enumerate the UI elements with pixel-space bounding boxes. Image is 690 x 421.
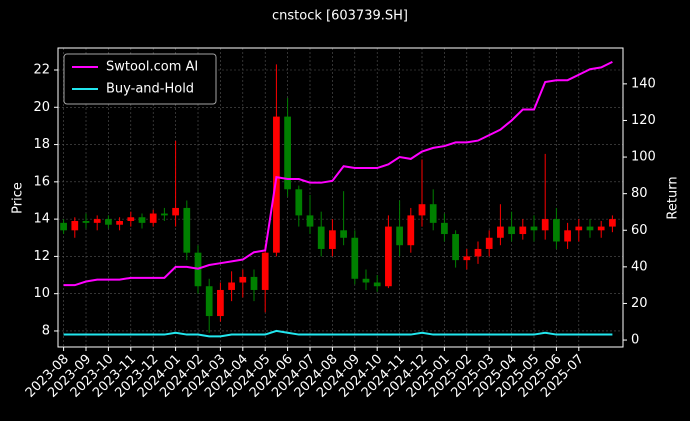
candle-body (161, 213, 168, 216)
y2-tick-label: 20 (631, 296, 648, 311)
candle-body (273, 116, 280, 253)
candle-body (172, 207, 179, 216)
y-tick-label: 14 (33, 212, 50, 227)
candle-body (609, 219, 616, 227)
plot-frame (57, 47, 624, 348)
candle-body (60, 222, 67, 231)
chart-title: cnstock [603739.SH] (272, 9, 408, 24)
candle-body (597, 226, 605, 231)
candle-body (452, 234, 459, 261)
candle-body (519, 226, 527, 235)
y-tick-label: 20 (33, 100, 50, 115)
candle-body (93, 219, 101, 223)
y2-tick-label: 60 (631, 223, 648, 238)
candle-body (385, 226, 392, 287)
candle-body (295, 189, 303, 216)
candle-body (239, 276, 247, 283)
candle-body (127, 217, 135, 221)
candle-body (485, 237, 493, 249)
candle-body (205, 286, 213, 317)
y2-tick-label: 0 (631, 333, 639, 348)
candle-body (138, 217, 146, 223)
candle-body (575, 226, 583, 231)
candle-body (362, 278, 370, 283)
legend-label: Buy-and-Hold (106, 82, 194, 97)
candle-body (497, 226, 504, 238)
candle-body (105, 219, 112, 225)
candle-body (82, 220, 90, 223)
y2-tick-label: 120 (631, 113, 656, 128)
candle-body (340, 230, 347, 238)
y-axis-label: Price (11, 182, 26, 214)
y2-tick-label: 100 (631, 150, 656, 165)
candle-body (71, 220, 79, 231)
candle-body (183, 207, 191, 253)
candle-body (407, 215, 415, 246)
candle-body (149, 213, 157, 223)
candle-body (306, 215, 314, 227)
y2-tick-label: 80 (631, 186, 648, 201)
legend-label: Swtool.com AI (106, 60, 198, 75)
candle-body (116, 220, 123, 225)
y-tick-label: 16 (33, 174, 50, 189)
y2-tick-label: 40 (631, 259, 648, 274)
y-tick-label: 12 (33, 249, 50, 264)
candle-body (396, 226, 403, 246)
y-tick-label: 8 (42, 323, 50, 338)
candle-body (586, 226, 594, 231)
legend-box (63, 53, 217, 105)
candle-body (250, 276, 258, 290)
candle-body (261, 252, 269, 290)
candle-body (508, 226, 515, 235)
candle-body (564, 230, 571, 242)
candle-body (329, 230, 336, 249)
candle-body (351, 237, 359, 279)
candle-body (474, 248, 482, 257)
candle-body (284, 116, 291, 190)
y-tick-label: 10 (33, 286, 50, 301)
y-tick-label: 18 (33, 137, 50, 152)
candle-body (553, 219, 560, 242)
candle-body (217, 289, 224, 317)
candle-body (373, 282, 381, 287)
candle-body (530, 226, 538, 231)
candle-body (228, 282, 235, 290)
candle-body (441, 222, 448, 235)
candle-body (463, 256, 471, 261)
series-line (63, 61, 613, 287)
y-tick-label: 22 (33, 62, 50, 77)
y2-axis-label: Return (666, 176, 681, 219)
candle-body (429, 204, 437, 223)
candle-body (541, 219, 549, 231)
candle-body (418, 204, 426, 216)
candle-body (317, 226, 325, 249)
y2-tick-label: 140 (631, 76, 656, 91)
series-line (63, 329, 613, 338)
